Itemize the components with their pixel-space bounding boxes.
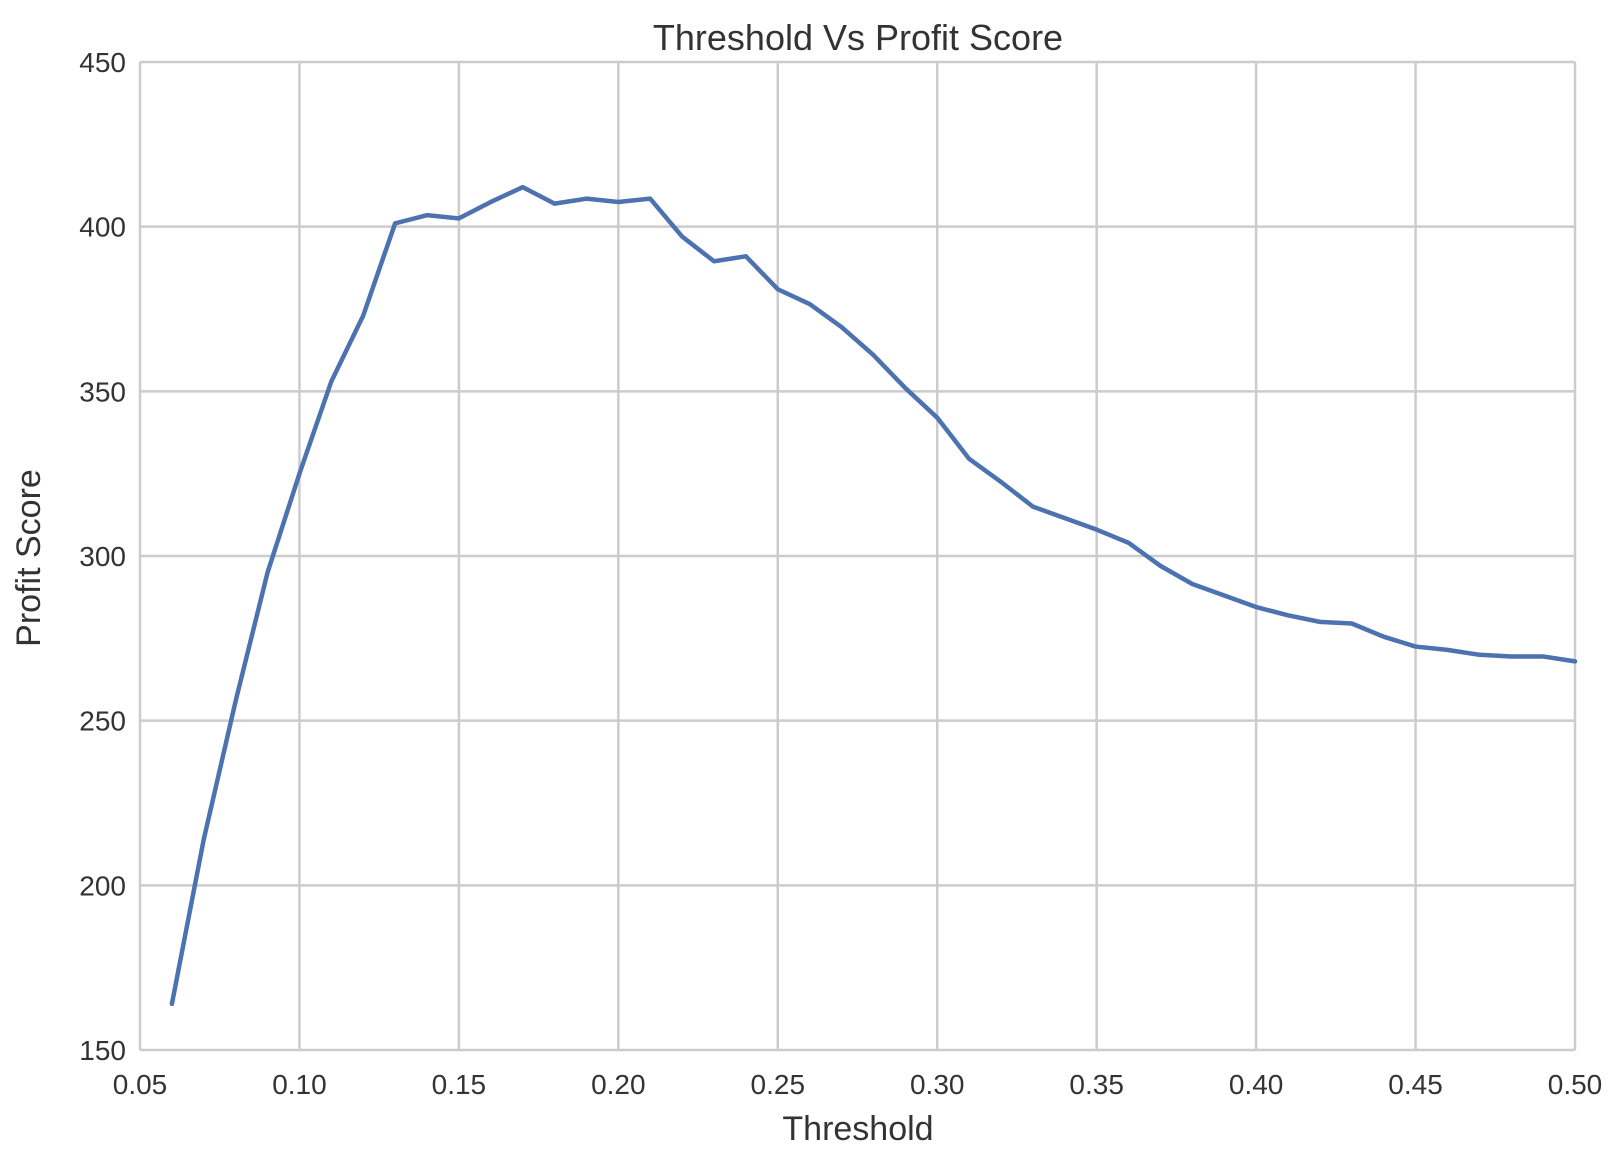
- y-tick-label: 300: [79, 541, 126, 572]
- y-axis-title: Profit Score: [10, 469, 48, 647]
- grid: [140, 62, 1575, 1050]
- x-tick-label: 0.05: [113, 1069, 168, 1100]
- y-tick-label: 250: [79, 706, 126, 737]
- x-tick-label: 0.20: [591, 1069, 646, 1100]
- x-tick-labels: 0.05 0.10 0.15 0.20 0.25 0.30 0.35 0.40 0.45 0.50: [113, 1069, 1603, 1100]
- y-tick-label: 350: [79, 376, 126, 407]
- x-tick-label: 0.30: [910, 1069, 965, 1100]
- y-tick-label: 200: [79, 870, 126, 901]
- y-tick-labels: 150 200 250 300 350 400 450: [79, 47, 126, 1066]
- x-tick-label: 0.45: [1388, 1069, 1443, 1100]
- x-tick-label: 0.35: [1069, 1069, 1124, 1100]
- y-tick-label: 400: [79, 212, 126, 243]
- x-axis-title: Threshold: [782, 1110, 933, 1148]
- series-line: [172, 187, 1575, 1004]
- x-tick-label: 0.10: [272, 1069, 327, 1100]
- series-layer: [172, 187, 1575, 1004]
- y-tick-label: 150: [79, 1035, 126, 1066]
- chart-title: Threshold Vs Profit Score: [653, 17, 1063, 58]
- y-tick-label: 450: [79, 47, 126, 78]
- x-tick-label: 0.40: [1229, 1069, 1284, 1100]
- x-tick-label: 0.25: [751, 1069, 806, 1100]
- x-tick-label: 0.15: [432, 1069, 487, 1100]
- x-tick-label: 0.50: [1548, 1069, 1603, 1100]
